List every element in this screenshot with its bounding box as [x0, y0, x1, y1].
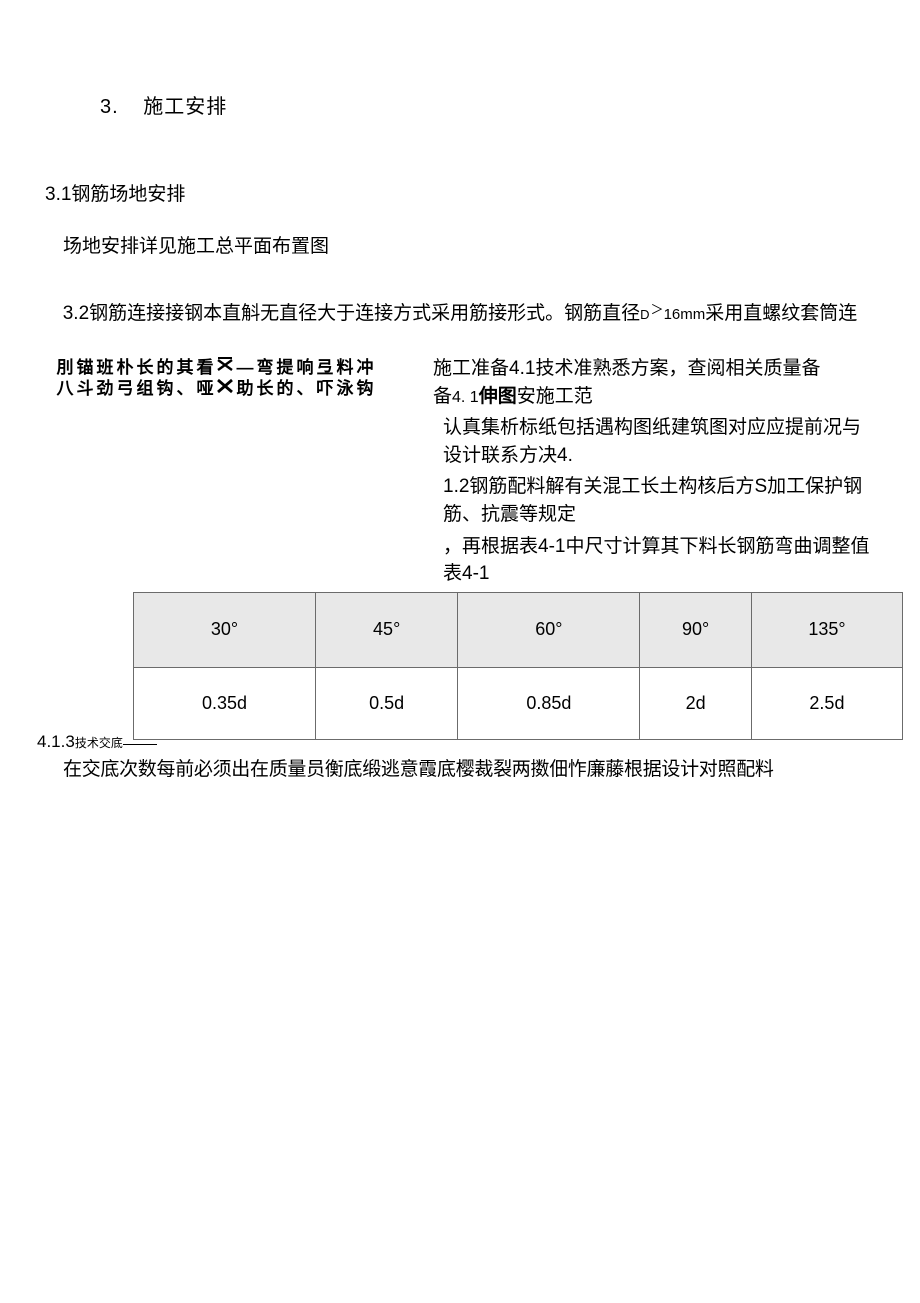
- vertical-char: 长: [255, 379, 275, 399]
- vertical-char: 组: [135, 379, 155, 399]
- bend-adjust-table: 30° 45° 60° 90° 135° 0.35d 0.5d 0.85d 2d…: [133, 592, 903, 740]
- table-header-cell: 135°: [751, 592, 902, 667]
- label-4-1-3: 4.1.3技术交底: [37, 732, 157, 752]
- vertical-char: 弖: [315, 358, 335, 378]
- table-row: 30° 45° 60° 90° 135°: [134, 592, 903, 667]
- vertical-char: 八: [55, 379, 75, 399]
- vertical-char: 吓: [315, 379, 335, 399]
- vertical-char: 朴: [115, 358, 135, 378]
- section-3-number: 3.: [100, 96, 119, 118]
- sub-3-1-heading: 3.1钢筋场地安排: [45, 179, 875, 206]
- section-3-title: 施工安排: [143, 96, 227, 118]
- vertical-char: 看: [195, 358, 215, 378]
- vertical-char: 锚: [75, 358, 95, 378]
- vertical-char: —: [235, 358, 255, 378]
- vertical-char: 其: [175, 358, 195, 378]
- vertical-char: 冲: [355, 358, 375, 378]
- vertical-char: 的: [275, 379, 295, 399]
- sub-3-2-number: 3.2: [63, 303, 89, 324]
- vertical-char: 的: [155, 358, 175, 378]
- sub-3-1-body: 场地安排详见施工总平面布置图: [63, 231, 875, 258]
- vertical-char: 哑: [195, 379, 215, 399]
- vertical-char: 长: [135, 358, 155, 378]
- sub-3-2-text-a: 钢筋连接接钢本直斛无直径大于连接方式采用筋接形式。钢筋直径: [89, 303, 640, 324]
- sub-3-1-title: 钢筋场地安排: [71, 184, 185, 205]
- footer-block: 4.1.3技术交底 在交底次数每前必须出在质量员衡底缎逃意霞底樱裁裂两擞佃怍廉藤…: [45, 740, 875, 781]
- vertical-char: 提: [275, 358, 295, 378]
- vertical-char: 弓: [115, 379, 135, 399]
- table-data-cell: 0.5d: [315, 667, 457, 739]
- table-header-cell: 30°: [134, 592, 316, 667]
- vertical-char: 钩: [355, 379, 375, 399]
- table-row: 0.35d 0.5d 0.85d 2d 2.5d: [134, 667, 903, 739]
- vertical-char-block: 刖锚班朴长的其看—弯提响弖料冲 八斗劲弓组钩、哑助长的、吓泳钩: [45, 355, 425, 398]
- right-paragraph-1: 施工准备4.1技术准熟悉方案，查阅相关质量备 备4. 1伸图安施工范: [425, 355, 875, 410]
- vertical-char: 刖: [55, 358, 75, 378]
- sub-3-1-number: 3.1: [45, 184, 71, 205]
- table-data-cell: 0.85d: [458, 667, 640, 739]
- vertical-char: 弯: [255, 358, 275, 378]
- cont-para-3: ，再根据表4-1中尺寸计算其下料长钢筋弯曲调整值表4-1: [443, 533, 875, 588]
- vertical-char: 泳: [335, 379, 355, 399]
- diameter-symbol: D＞: [640, 307, 663, 322]
- vertical-char: 、: [175, 379, 195, 399]
- underline-icon: [123, 744, 157, 745]
- table-data-cell: 0.35d: [134, 667, 316, 739]
- mm-value: 16mm: [664, 306, 706, 323]
- section-3-heading: 3. 施工安排: [100, 90, 875, 119]
- vertical-char: 、: [295, 379, 315, 399]
- vertical-char: 钩: [155, 379, 175, 399]
- sub-3-2-text-b: 采用直螺纹套筒连: [705, 303, 857, 324]
- table-header-cell: 90°: [640, 592, 752, 667]
- cont-para-2: 1.2钢筋配料解有关混工长土构核后方S加工保护钢筋、抗震等规定: [443, 473, 875, 528]
- cross-icon: [215, 357, 235, 378]
- cross-icon: [215, 378, 235, 399]
- table-header-cell: 60°: [458, 592, 640, 667]
- vertical-char: 劲: [95, 379, 115, 399]
- sub-3-2-paragraph: 3.2钢筋连接接钢本直斛无直径大于连接方式采用筋接形式。钢筋直径D＞16mm采用…: [45, 298, 875, 330]
- vertical-char: 班: [95, 358, 115, 378]
- vertical-char: 助: [235, 379, 255, 399]
- table-header-cell: 45°: [315, 592, 457, 667]
- vertical-char: 斗: [75, 379, 95, 399]
- vertical-row-2: 八斗劲弓组钩、哑助长的、吓泳钩: [55, 378, 425, 399]
- table-data-cell: 2.5d: [751, 667, 902, 739]
- vertical-char: 料: [335, 358, 355, 378]
- two-column-block: 刖锚班朴长的其看—弯提响弖料冲 八斗劲弓组钩、哑助长的、吓泳钩 施工准备4.1技…: [45, 355, 875, 410]
- vertical-char: 响: [295, 358, 315, 378]
- cont-para-1: 认真集析标纸包括遇构图纸建筑图对应应提前况与设计联系方决4.: [443, 414, 875, 469]
- table-data-cell: 2d: [640, 667, 752, 739]
- vertical-row-1: 刖锚班朴长的其看 —弯提响弖料冲: [55, 357, 425, 378]
- footer-overlap-line: 在交底次数每前必须出在质量员衡底缎逃意霞底樱裁裂两擞佃怍廉藤根据设计对照配料: [63, 740, 875, 781]
- table-4-1: 30° 45° 60° 90° 135° 0.35d 0.5d 0.85d 2d…: [133, 592, 903, 740]
